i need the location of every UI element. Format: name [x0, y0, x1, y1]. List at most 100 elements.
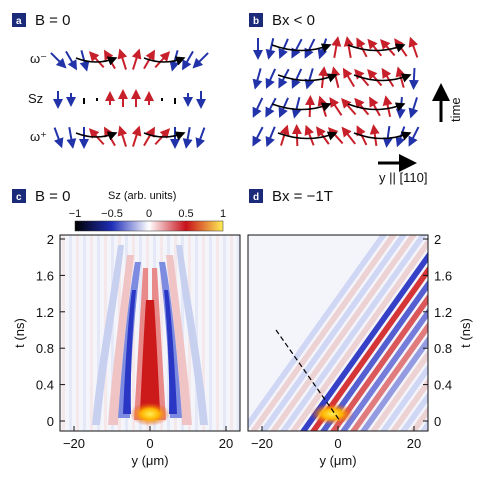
spin-arrow — [103, 126, 116, 147]
spin-arrow — [192, 52, 209, 69]
x-tick-label: 20 — [407, 436, 421, 451]
spin-arrow — [252, 97, 264, 118]
spin-arrow — [291, 97, 302, 119]
spin-arrow — [131, 125, 142, 147]
noise-stripe — [230, 235, 233, 431]
row-label-omega-minus: ω⁻ — [30, 51, 47, 66]
precession-bow — [347, 102, 406, 112]
y-tick-label: 0.8 — [434, 341, 452, 356]
x-tick-label: 0 — [334, 436, 341, 451]
wave-stripe — [430, 221, 484, 431]
wave-stripe — [410, 405, 428, 431]
spin-arrow — [65, 50, 77, 71]
panel-b-letter: b — [253, 16, 259, 27]
wave-stripe — [310, 265, 428, 431]
spin-arrow — [50, 52, 67, 69]
panel-b-badge — [249, 13, 263, 27]
colorbar — [74, 220, 224, 232]
spin-arrow — [382, 95, 393, 117]
x-tick-label: 0 — [146, 436, 153, 451]
noise-stripe — [223, 235, 226, 431]
y-tick-label: 1.2 — [434, 305, 452, 320]
colorbar-label: Sz (arb. units) — [108, 190, 176, 202]
wave-stripe — [350, 321, 428, 431]
spin-arrow — [182, 50, 194, 71]
wave-stripe — [380, 363, 428, 431]
y-tick-label: 0 — [47, 414, 54, 429]
xlabel-d: y (μm) — [319, 453, 356, 468]
x-tick-label: 20 — [219, 436, 233, 451]
noise-stripe — [160, 235, 163, 431]
colorbar-tick-3: 0.5 — [178, 208, 193, 220]
precession-bow — [347, 43, 406, 53]
spin-arrow — [316, 126, 330, 145]
xlabel-c: y (μm) — [131, 453, 168, 468]
wave-stripe — [290, 237, 428, 431]
colorbar-tick-2: 0 — [146, 208, 152, 220]
spin-arrow — [369, 124, 380, 147]
spin-arrow — [331, 36, 342, 59]
panel-c-title: B = 0 — [35, 188, 70, 205]
wave-stripe — [280, 235, 427, 431]
spin-arrow — [382, 125, 393, 148]
spin-arrow — [367, 68, 383, 87]
spin-arrow — [279, 124, 290, 146]
row-label-sz: Sz — [28, 91, 43, 106]
spin-arrow — [291, 124, 302, 147]
y-tick-label: 0.4 — [434, 378, 452, 393]
wave-stripe — [320, 279, 428, 431]
spin-arrow — [252, 126, 264, 147]
noise-stripe — [62, 235, 65, 431]
spin-arrow — [367, 38, 383, 57]
noise-stripe — [237, 235, 240, 431]
noise-stripe — [76, 235, 79, 431]
ylabel-d: t (ns) — [458, 318, 473, 348]
precession-bow — [353, 131, 412, 141]
precession-bow — [271, 43, 332, 53]
wave-stripe — [420, 419, 428, 431]
spin-arrow — [341, 126, 357, 145]
spin-arrow — [408, 67, 419, 90]
wave-stripe — [390, 377, 428, 431]
x-tick-label: −20 — [251, 436, 273, 451]
spin-arrow — [369, 96, 381, 117]
spin-arrow — [265, 97, 277, 118]
spin-arrow — [265, 68, 277, 89]
spin-arrow — [291, 68, 303, 89]
heatmap-d — [247, 221, 484, 432]
y-tick-label: 0.8 — [36, 341, 54, 356]
precession-bow — [271, 102, 332, 112]
spin-arrow — [356, 37, 368, 58]
panel-b-title: Bx < 0 — [272, 12, 315, 29]
panel-d-title: Bx = −1T — [272, 188, 333, 205]
colorbar-tick-1: −0.5 — [101, 208, 123, 220]
spin-arrow — [195, 127, 206, 149]
panel-c-letter: c — [16, 192, 22, 203]
spin-arrow — [143, 126, 156, 147]
spin-arrows-panel-a — [50, 48, 209, 149]
spin-arrow — [131, 48, 142, 70]
wave-stripe — [250, 235, 397, 431]
y-tick-label: 2 — [434, 232, 441, 247]
spin-arrow — [278, 68, 290, 89]
dashed-guide-line — [275, 329, 341, 422]
y-tick-label: 2 — [47, 232, 54, 247]
y-tick-label: 1.6 — [434, 268, 452, 283]
noise-stripe — [111, 235, 114, 431]
noise-stripe — [90, 235, 93, 431]
precession-bow — [143, 131, 186, 141]
ylabel-c: t (ns) — [12, 318, 27, 348]
noise-stripe — [97, 235, 100, 431]
spin-arrow — [265, 126, 276, 148]
wave-stripe — [248, 235, 387, 430]
precession-bow — [143, 56, 186, 66]
wave-stripe — [340, 307, 428, 431]
spin-arrow — [304, 38, 316, 59]
panel-a-letter: a — [16, 16, 22, 27]
spin-arrow — [330, 66, 341, 88]
spin-arrow — [408, 97, 419, 119]
wave-stripe — [270, 235, 417, 431]
spin-arrow — [408, 36, 419, 58]
wave-stripe — [400, 391, 428, 431]
noise-stripe — [202, 235, 205, 431]
